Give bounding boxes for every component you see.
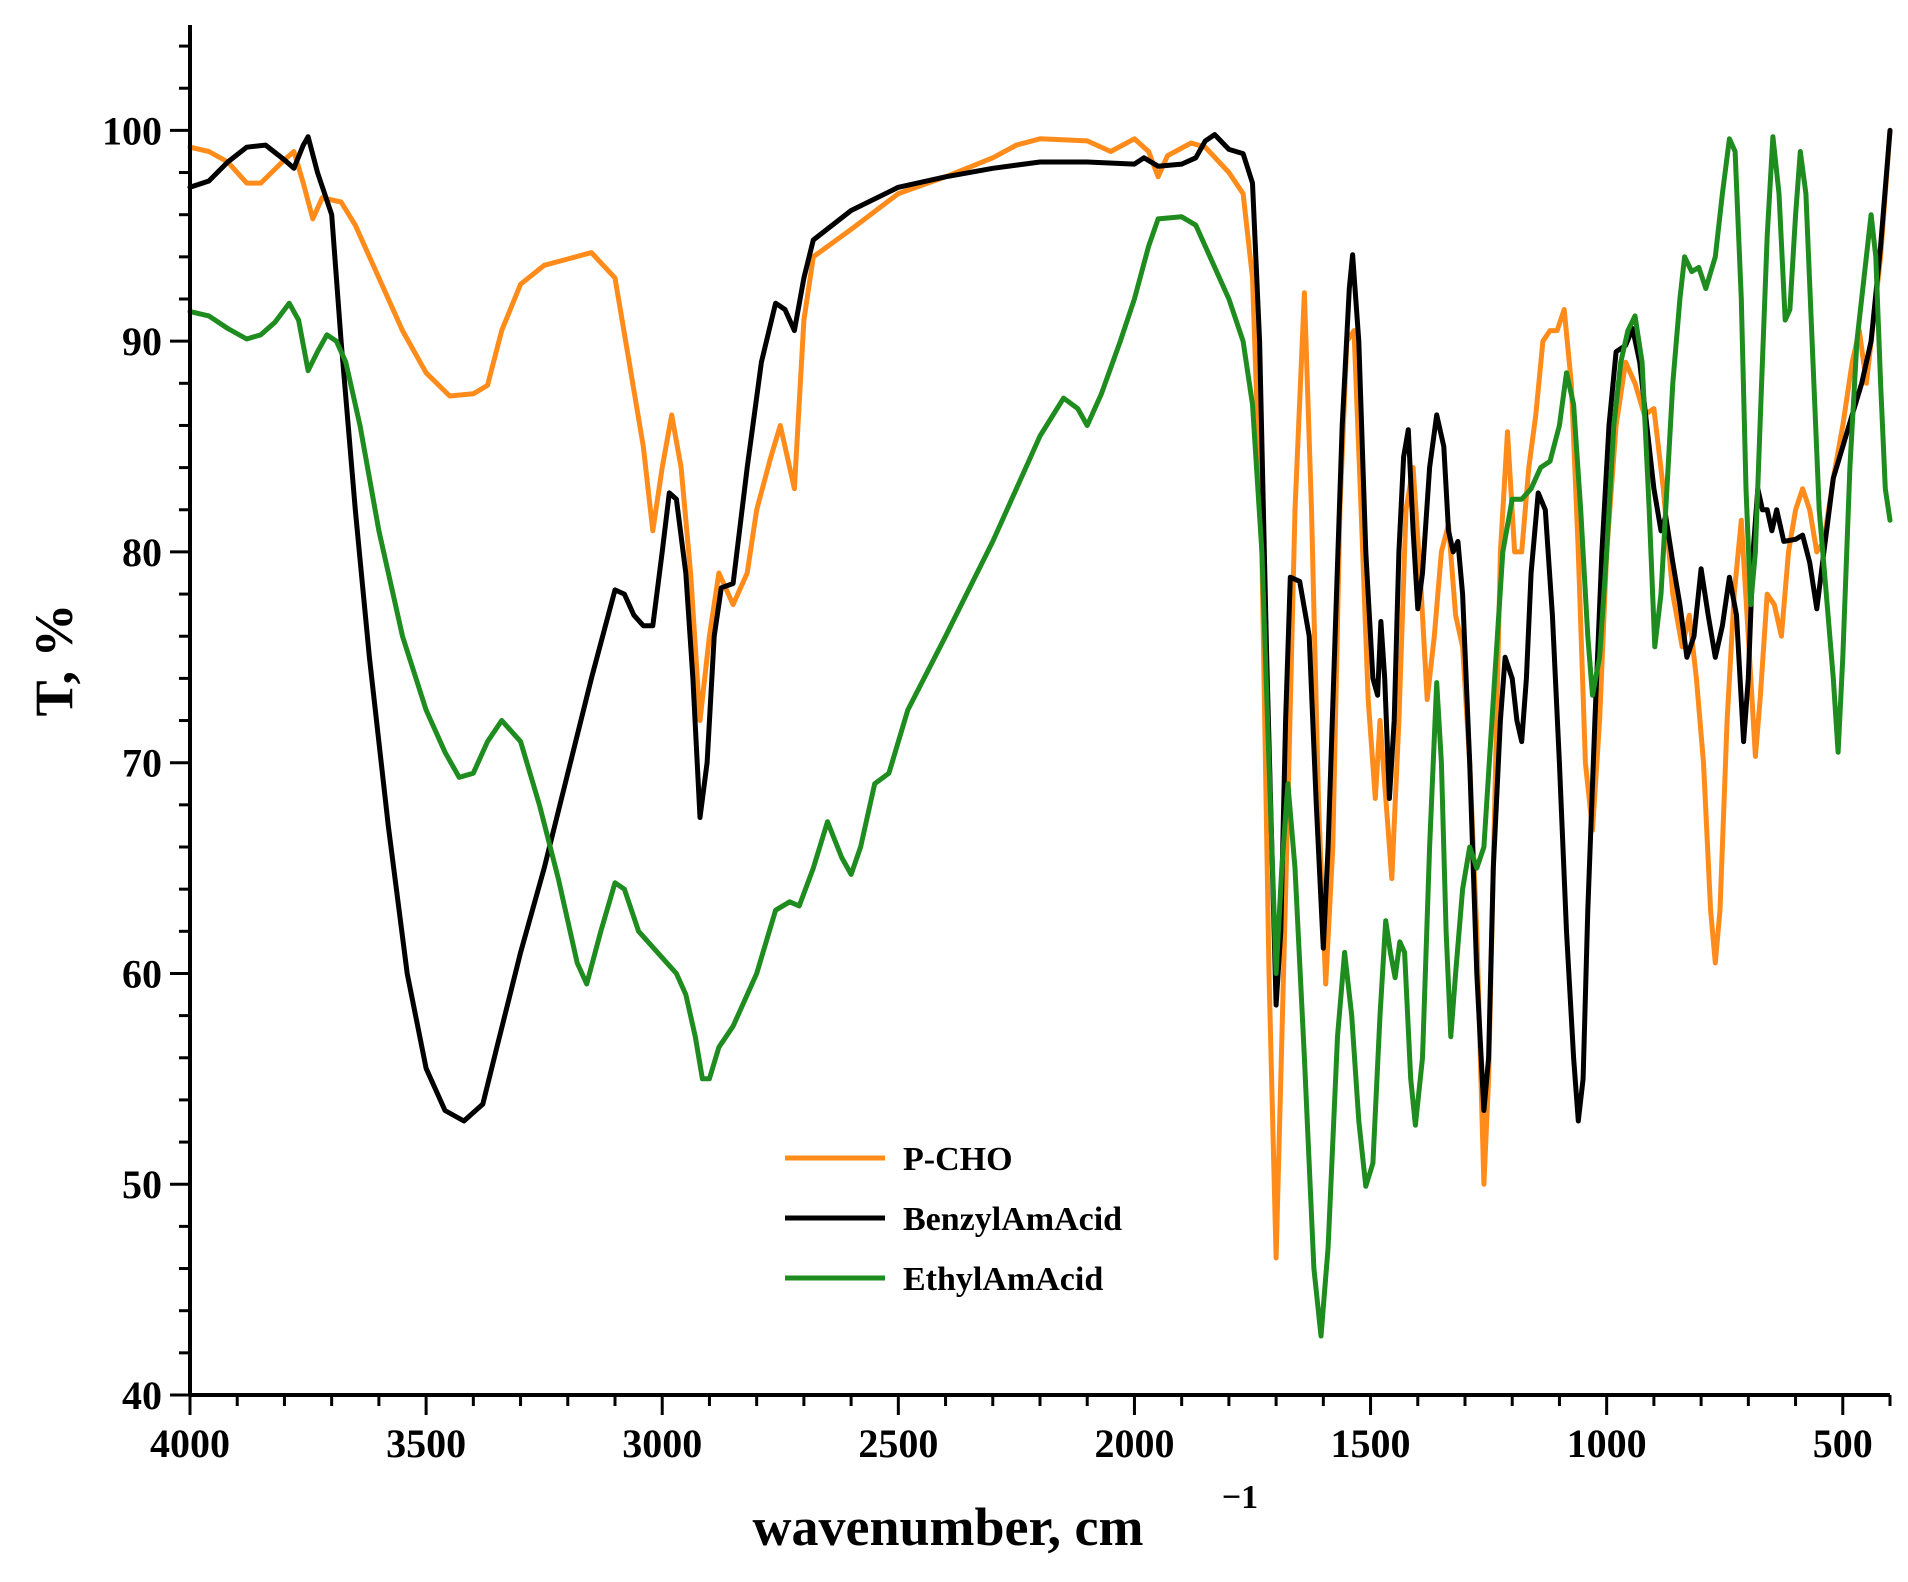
x-tick-label: 2000	[1094, 1421, 1174, 1466]
y-tick-label: 80	[122, 530, 162, 575]
y-axis-title: T, %	[24, 603, 84, 716]
x-tick-label: 2500	[858, 1421, 938, 1466]
x-tick-label: 3000	[622, 1421, 702, 1466]
legend-label: EthylAmAcid	[903, 1261, 1103, 1298]
x-tick-label: 1500	[1331, 1421, 1411, 1466]
axes-layer: 40 50 60 70 80 90 100 4000 3500 3000 2500 2000 1500 1…	[102, 25, 1892, 1466]
x-tick-label: 500	[1813, 1421, 1873, 1466]
y-tick-label: 50	[122, 1162, 162, 1207]
y-tick-label: 90	[122, 319, 162, 364]
x-axis-title-superscript: −1	[1222, 1479, 1258, 1516]
x-tick-label: 3500	[386, 1421, 466, 1466]
y-tick-label: 70	[122, 741, 162, 786]
x-axis-title: wavenumber, cm	[753, 1497, 1144, 1557]
y-tick-label: 100	[102, 108, 162, 153]
y-tick-label: 40	[122, 1373, 162, 1418]
series-layer	[187, 127, 1893, 1339]
legend-label: BenzylAmAcid	[903, 1201, 1122, 1238]
x-tick-label: 1000	[1567, 1421, 1647, 1466]
y-tick-label: 60	[122, 951, 162, 996]
series-line-p-cho	[187, 127, 1893, 1261]
x-tick-label: 4000	[150, 1421, 230, 1466]
legend-label: P-CHO	[903, 1141, 1013, 1178]
legend: P-CHO BenzylAmAcid EthylAmAcid	[785, 1141, 1122, 1298]
series-line-ethylamacid	[187, 134, 1893, 1339]
series-line-benzylamacid	[187, 127, 1893, 1124]
